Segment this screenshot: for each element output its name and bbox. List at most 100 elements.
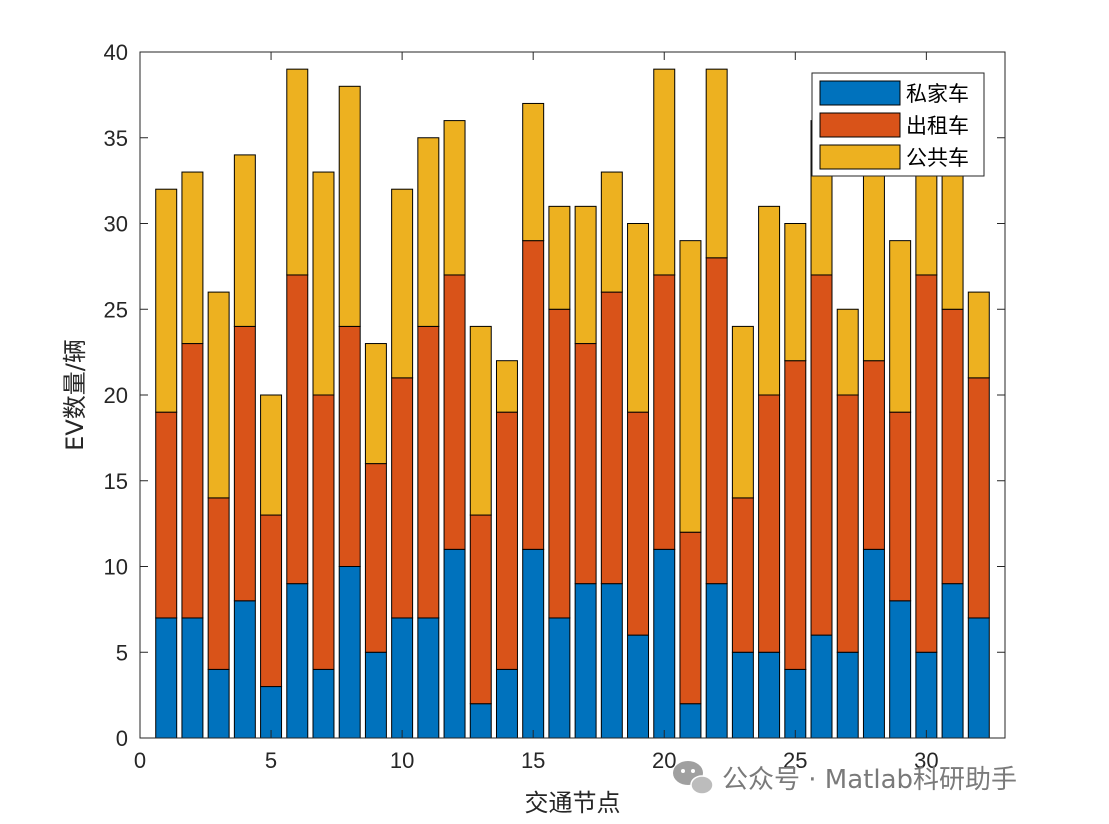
bar-segment xyxy=(155,188,178,413)
bar-segment xyxy=(574,205,597,345)
bar-segment xyxy=(181,171,204,345)
bar-segment xyxy=(731,651,754,739)
bar-segment xyxy=(233,325,256,602)
bar-segment xyxy=(522,102,545,242)
bar-segment xyxy=(967,291,990,379)
bar-segment xyxy=(207,497,230,670)
bar-segment xyxy=(286,583,309,739)
y-tick-label: 35 xyxy=(104,126,128,151)
bar-segment xyxy=(312,171,335,396)
bar-segment xyxy=(548,205,571,310)
bar-segment xyxy=(731,325,754,499)
bar-segment xyxy=(967,617,990,739)
bar-segment xyxy=(784,668,807,739)
bar-segment xyxy=(574,583,597,739)
y-tick-label: 20 xyxy=(104,383,128,408)
legend-label: 出租车 xyxy=(906,114,969,138)
bar-segment xyxy=(338,325,361,567)
watermark: 公众号 · Matlab科研助手 xyxy=(673,761,1017,795)
bar-segment xyxy=(469,703,492,739)
bar-segment xyxy=(758,651,781,739)
y-tick-label: 15 xyxy=(104,469,128,494)
bar-segment xyxy=(443,548,466,739)
bar-segment xyxy=(941,308,964,585)
bar-segment xyxy=(915,651,938,739)
x-tick-label: 10 xyxy=(390,748,414,773)
bar-segment xyxy=(469,325,492,516)
bar-segment xyxy=(574,343,597,585)
bar-segment xyxy=(600,583,623,739)
bar-segment xyxy=(653,68,676,276)
bar-segment xyxy=(417,137,440,327)
bar-segment xyxy=(889,411,912,602)
bar-segment xyxy=(391,617,414,739)
bar-segment xyxy=(836,651,859,739)
bar-segment xyxy=(181,343,204,619)
x-tick-label: 25 xyxy=(783,748,807,773)
bar-segment xyxy=(705,257,728,585)
bar-segment xyxy=(731,497,754,653)
y-tick-label: 5 xyxy=(116,640,128,665)
bar-segment xyxy=(862,360,885,550)
legend-swatch xyxy=(819,112,901,138)
legend-swatch xyxy=(819,144,901,170)
bar-segment xyxy=(627,634,650,739)
bar-segment xyxy=(338,566,361,739)
bar-segment xyxy=(522,548,545,739)
y-tick-label: 25 xyxy=(104,297,128,322)
bar-segment xyxy=(312,668,335,739)
bar-segment xyxy=(391,188,414,379)
bar-segment xyxy=(522,240,545,550)
bar-segment xyxy=(391,377,414,619)
bar-segment xyxy=(364,343,387,465)
wechat-eye xyxy=(691,769,695,773)
bar-segment xyxy=(181,617,204,739)
bar-segment xyxy=(653,274,676,550)
bar-segment xyxy=(653,548,676,739)
y-tick-label: 40 xyxy=(104,40,128,65)
bar-segment xyxy=(155,617,178,739)
bar-segment xyxy=(705,583,728,739)
bar-segment xyxy=(495,668,518,739)
bar-segment xyxy=(679,703,702,739)
bar-segment xyxy=(495,411,518,670)
bar-segment xyxy=(758,205,781,396)
bar-segment xyxy=(679,531,702,705)
bar-segment xyxy=(548,308,571,619)
x-axis-label: 交通节点 xyxy=(525,789,621,817)
bar-segment xyxy=(862,548,885,739)
watermark-text: 公众号 · Matlab科研助手 xyxy=(722,765,1017,795)
x-tick-label: 5 xyxy=(265,748,277,773)
y-tick-label: 0 xyxy=(116,726,128,751)
bar-segment xyxy=(155,411,178,619)
bar-segment xyxy=(836,308,859,396)
bar-segment xyxy=(233,154,256,327)
bar-segment xyxy=(260,514,283,688)
bar-segment xyxy=(915,274,938,653)
bar-segment xyxy=(495,360,518,413)
bar-segment xyxy=(758,394,781,653)
bar-segment xyxy=(443,120,466,276)
bar-segment xyxy=(836,394,859,653)
bar-segment xyxy=(784,360,807,670)
bar-segment xyxy=(364,651,387,739)
bar-segment xyxy=(469,514,492,705)
bar-segment xyxy=(312,394,335,670)
bar-segment xyxy=(810,274,833,636)
bar-segment xyxy=(889,240,912,413)
bar-segment xyxy=(600,291,623,585)
bar-segment xyxy=(915,171,938,276)
y-tick-label: 30 xyxy=(104,212,128,237)
bar-segment xyxy=(679,240,702,533)
legend-label: 公共车 xyxy=(906,146,969,170)
bar-segment xyxy=(705,68,728,259)
y-tick-label: 10 xyxy=(104,555,128,580)
legend-label: 私家车 xyxy=(906,82,969,106)
bar-segment xyxy=(364,463,387,653)
ticks-layer: 0 5 10 15 20 25 30 0 5 10 15 20 25 30 35 40 xyxy=(104,40,1005,773)
bar-segment xyxy=(941,171,964,310)
bar-segment xyxy=(417,325,440,619)
bar-segment xyxy=(443,274,466,550)
legend-swatch xyxy=(819,80,901,106)
